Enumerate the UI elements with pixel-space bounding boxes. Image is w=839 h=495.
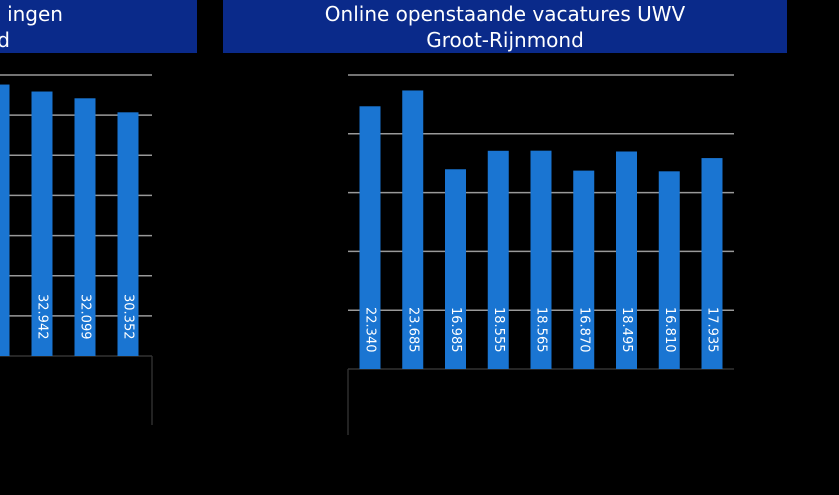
bar — [658, 171, 680, 369]
title-box — [0, 0, 197, 53]
bar — [0, 84, 10, 357]
title-box — [223, 0, 787, 53]
bar — [31, 91, 53, 356]
bar — [487, 150, 509, 369]
bar — [402, 90, 424, 369]
value-label: 32.099 — [78, 294, 93, 340]
bar — [573, 170, 595, 369]
value-label: 32.942 — [35, 294, 50, 340]
value-label: 16.985 — [448, 307, 463, 353]
bar — [530, 150, 552, 369]
value-label: 18.495 — [619, 307, 634, 353]
chart-title: Online openstaande vacatures UWV — [325, 2, 686, 26]
bar — [74, 98, 96, 356]
value-label: 22.340 — [363, 307, 378, 353]
bar — [117, 112, 139, 356]
value-label: 23.685 — [405, 307, 420, 353]
bar — [616, 151, 637, 369]
bar — [359, 106, 381, 369]
value-label: 17.935 — [705, 307, 720, 353]
value-label: 18.555 — [491, 307, 506, 353]
value-label: 30.352 — [121, 294, 136, 340]
value-label: 16.810 — [662, 307, 677, 353]
value-label: 16.870 — [576, 307, 591, 353]
bar — [701, 158, 723, 369]
bar — [445, 169, 466, 369]
value-label: 18.565 — [534, 307, 549, 353]
chart-title: ingen — [7, 2, 63, 26]
chart-title: d — [0, 28, 10, 52]
chart-title: Groot-Rijnmond — [426, 28, 584, 52]
